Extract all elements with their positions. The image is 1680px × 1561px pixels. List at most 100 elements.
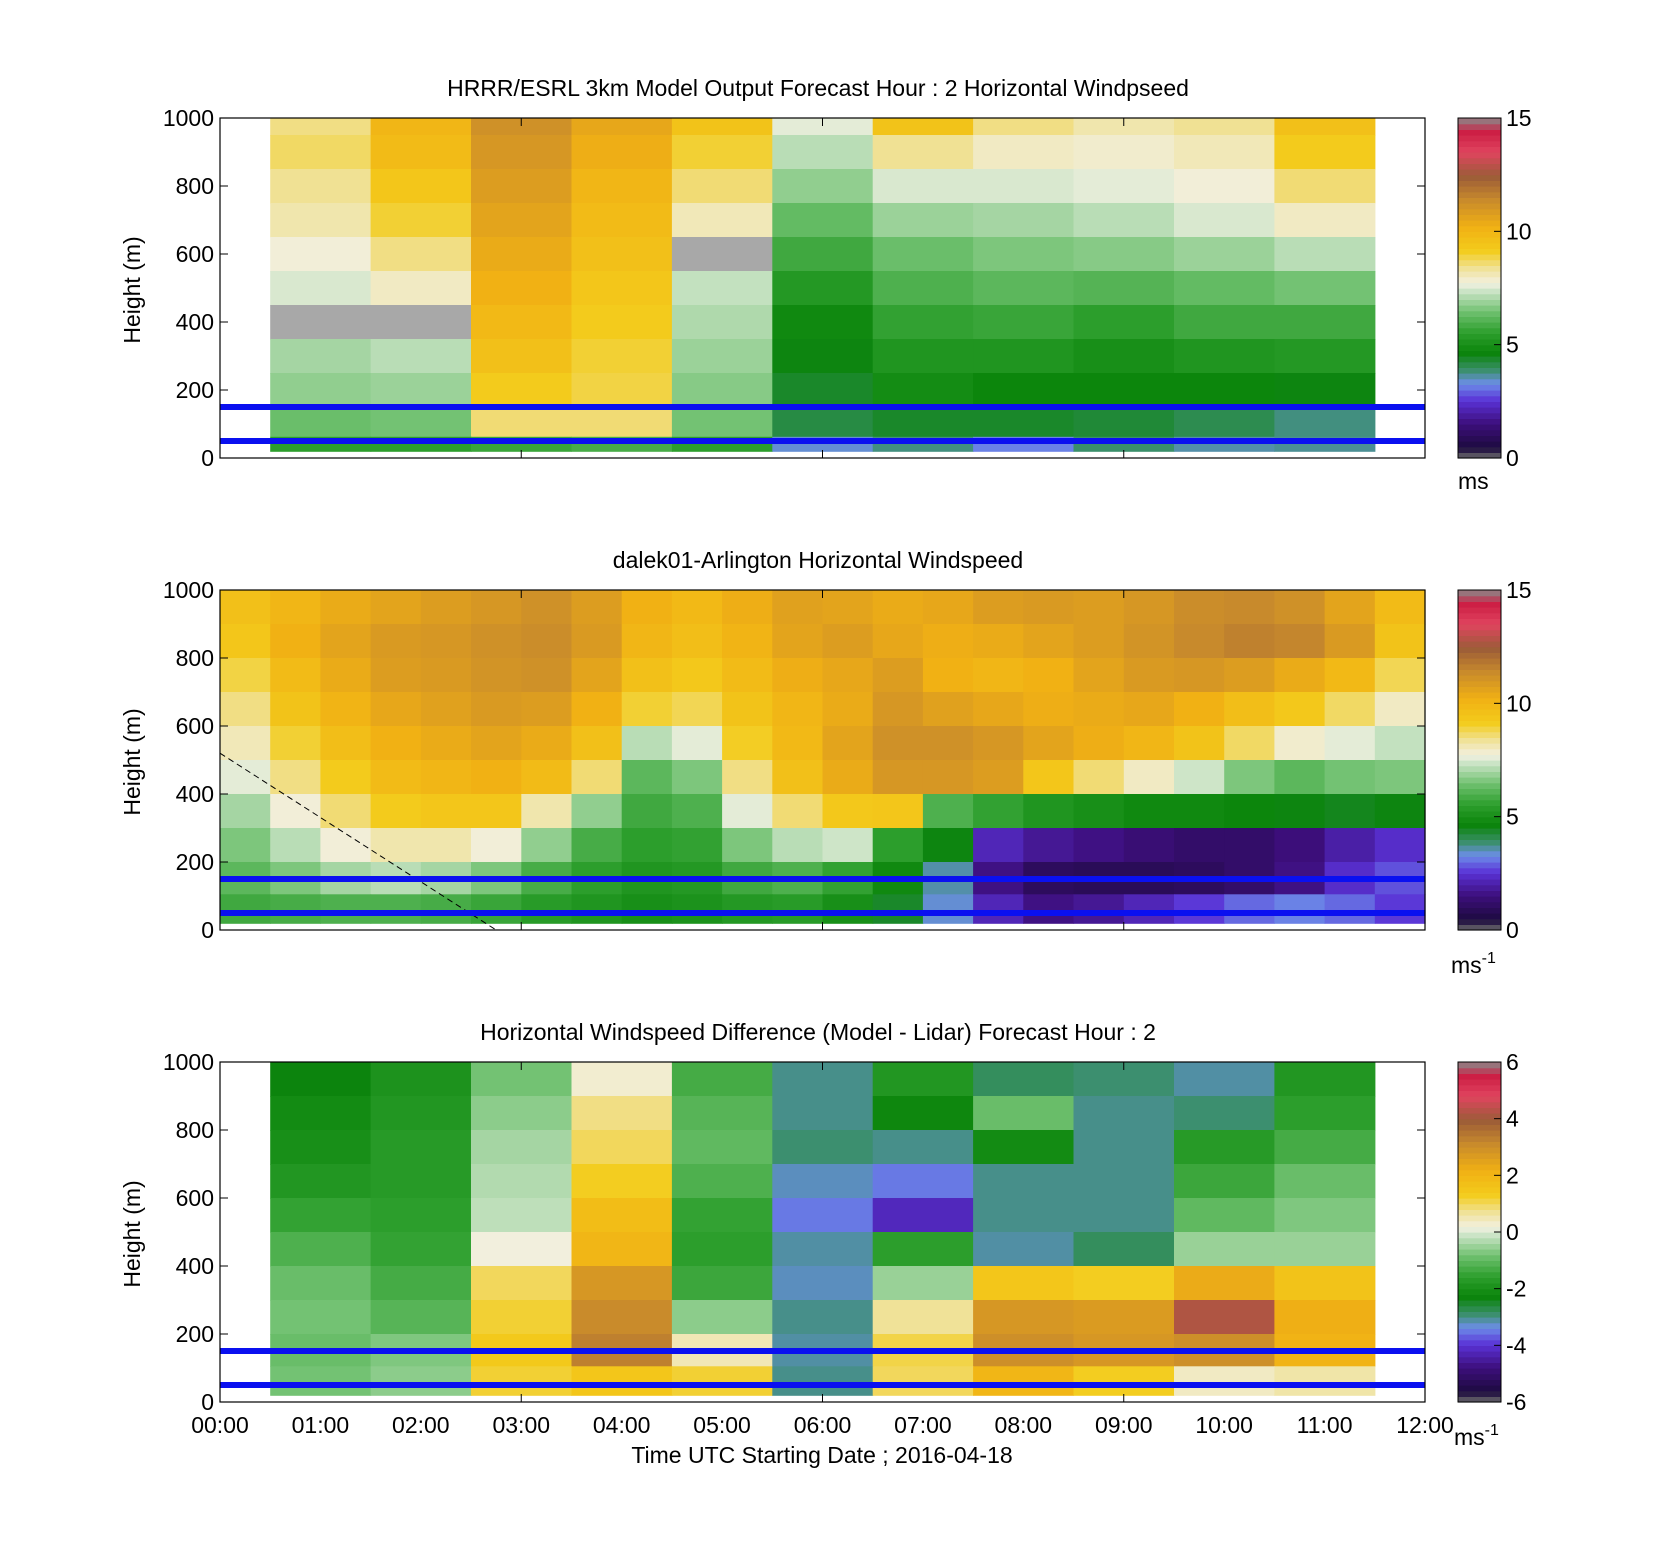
heatmap-cell (1274, 828, 1326, 863)
colorbar-tick-label: 0 (1506, 1219, 1519, 1245)
heatmap-cell (1073, 1232, 1175, 1267)
heatmap-cell (1174, 407, 1275, 438)
heatmap-cell (220, 624, 271, 659)
y-tick-label: 800 (176, 1117, 214, 1143)
heatmap-cell (1274, 624, 1326, 659)
heatmap-cell (1174, 271, 1275, 306)
heatmap-cell (420, 726, 472, 761)
colorbar-segment (1458, 169, 1501, 176)
heatmap-cell (1374, 726, 1426, 761)
colorbar-tick-label: -6 (1506, 1389, 1526, 1415)
heatmap-cell (1073, 373, 1175, 408)
heatmap-cell (772, 1198, 874, 1233)
heatmap-cell (571, 373, 673, 408)
heatmap-cell (471, 1266, 572, 1301)
heatmap-cell (1174, 590, 1225, 625)
heatmap-cell (1274, 1300, 1376, 1335)
colorbar-segment (1458, 629, 1501, 636)
colorbar-segment (1458, 890, 1501, 897)
heatmap-cell (270, 590, 321, 625)
colorbar-segment (1458, 367, 1501, 374)
heatmap-cell (822, 894, 874, 924)
heatmap-cell (521, 692, 573, 727)
heatmap-cell (772, 624, 824, 659)
heatmap-cell (671, 1266, 773, 1301)
heatmap-cell (220, 658, 271, 693)
heatmap-cell (521, 894, 573, 924)
heatmap-cell (471, 1232, 572, 1267)
heatmap-cell (471, 118, 572, 136)
colorbar-segment (1458, 720, 1501, 727)
colorbar-segment (1458, 373, 1501, 380)
colorbar-segment (1458, 1220, 1501, 1227)
heatmap-cell (772, 726, 824, 761)
heatmap-cell (1274, 590, 1326, 625)
heatmap-cell (270, 1366, 372, 1396)
colorbar-segment (1458, 152, 1501, 159)
heatmap-cell (872, 894, 924, 924)
heatmap-cell (621, 794, 673, 829)
y-axis-label: Height (m) (119, 708, 145, 815)
heatmap-cell (1174, 794, 1225, 829)
colorbar-segment (1458, 435, 1501, 442)
colorbar-segment (1458, 203, 1501, 210)
colorbar-segment (1458, 288, 1501, 295)
heatmap-cell (1073, 169, 1175, 204)
heatmap-cell (521, 624, 573, 659)
colorbar-segment (1458, 265, 1501, 272)
heatmap-cell (571, 118, 673, 136)
heatmap-cell (571, 1366, 673, 1396)
heatmap-cell (772, 407, 874, 438)
colorbar-segment (1458, 896, 1501, 903)
heatmap-cell (1174, 1062, 1275, 1097)
heatmap-cell (722, 828, 773, 863)
heatmap-cell (471, 1130, 572, 1165)
heatmap-cell (471, 658, 522, 693)
x-tick-label: 06:00 (794, 1412, 852, 1438)
heatmap-cell (1274, 135, 1376, 170)
heatmap-cell (1374, 760, 1426, 795)
heatmap-cell (1073, 1300, 1175, 1335)
colorbar-tick-label: 4 (1506, 1106, 1519, 1132)
y-tick-label: 400 (176, 309, 214, 335)
heatmap-cell (270, 894, 321, 924)
colorbar-tick-label: 10 (1506, 218, 1532, 244)
heatmap-cell (872, 1130, 974, 1165)
heatmap-cell (571, 894, 623, 924)
heatmap-cell (1224, 828, 1275, 863)
heatmap-cell (872, 1062, 974, 1097)
heatmap-cell (1073, 271, 1175, 306)
heatmap-cell (1174, 1198, 1275, 1233)
colorbar-unit: ms-1 (1451, 950, 1496, 978)
y-axis-label: Height (m) (119, 1180, 145, 1287)
heatmap-cell (370, 828, 422, 863)
colorbar-segment (1458, 743, 1501, 750)
heatmap-cell (671, 1096, 773, 1131)
y-tick-label: 0 (201, 1389, 214, 1415)
heatmap-cell (722, 894, 773, 924)
heatmap-cell (973, 407, 1075, 438)
heatmap-cell (571, 1198, 673, 1233)
colorbar-segment (1458, 186, 1501, 193)
colorbar-segment (1458, 1362, 1501, 1369)
heatmap-cell (370, 760, 422, 795)
heatmap-cell (1274, 1198, 1376, 1233)
colorbar-segment (1458, 1079, 1501, 1086)
heatmap-cell (1324, 658, 1376, 693)
heatmap-cell (922, 590, 974, 625)
heatmap-cell (671, 590, 723, 625)
colorbar-segment (1458, 646, 1501, 653)
heatmap-cell (872, 1232, 974, 1267)
heatmap-cell (1274, 1130, 1376, 1165)
heatmap-cell (772, 658, 824, 693)
colorbar-segment (1458, 1135, 1501, 1142)
heatmap-cell (973, 1366, 1075, 1396)
heatmap-cell (1174, 1300, 1275, 1335)
colorbar-segment (1458, 1300, 1501, 1307)
heatmap-cell (1073, 894, 1125, 924)
y-tick-label: 600 (176, 713, 214, 739)
heatmap-cell (1374, 658, 1426, 693)
colorbar-segment (1458, 754, 1501, 761)
colorbar-tick-label: -2 (1506, 1276, 1526, 1302)
heatmap-cell (671, 135, 773, 170)
